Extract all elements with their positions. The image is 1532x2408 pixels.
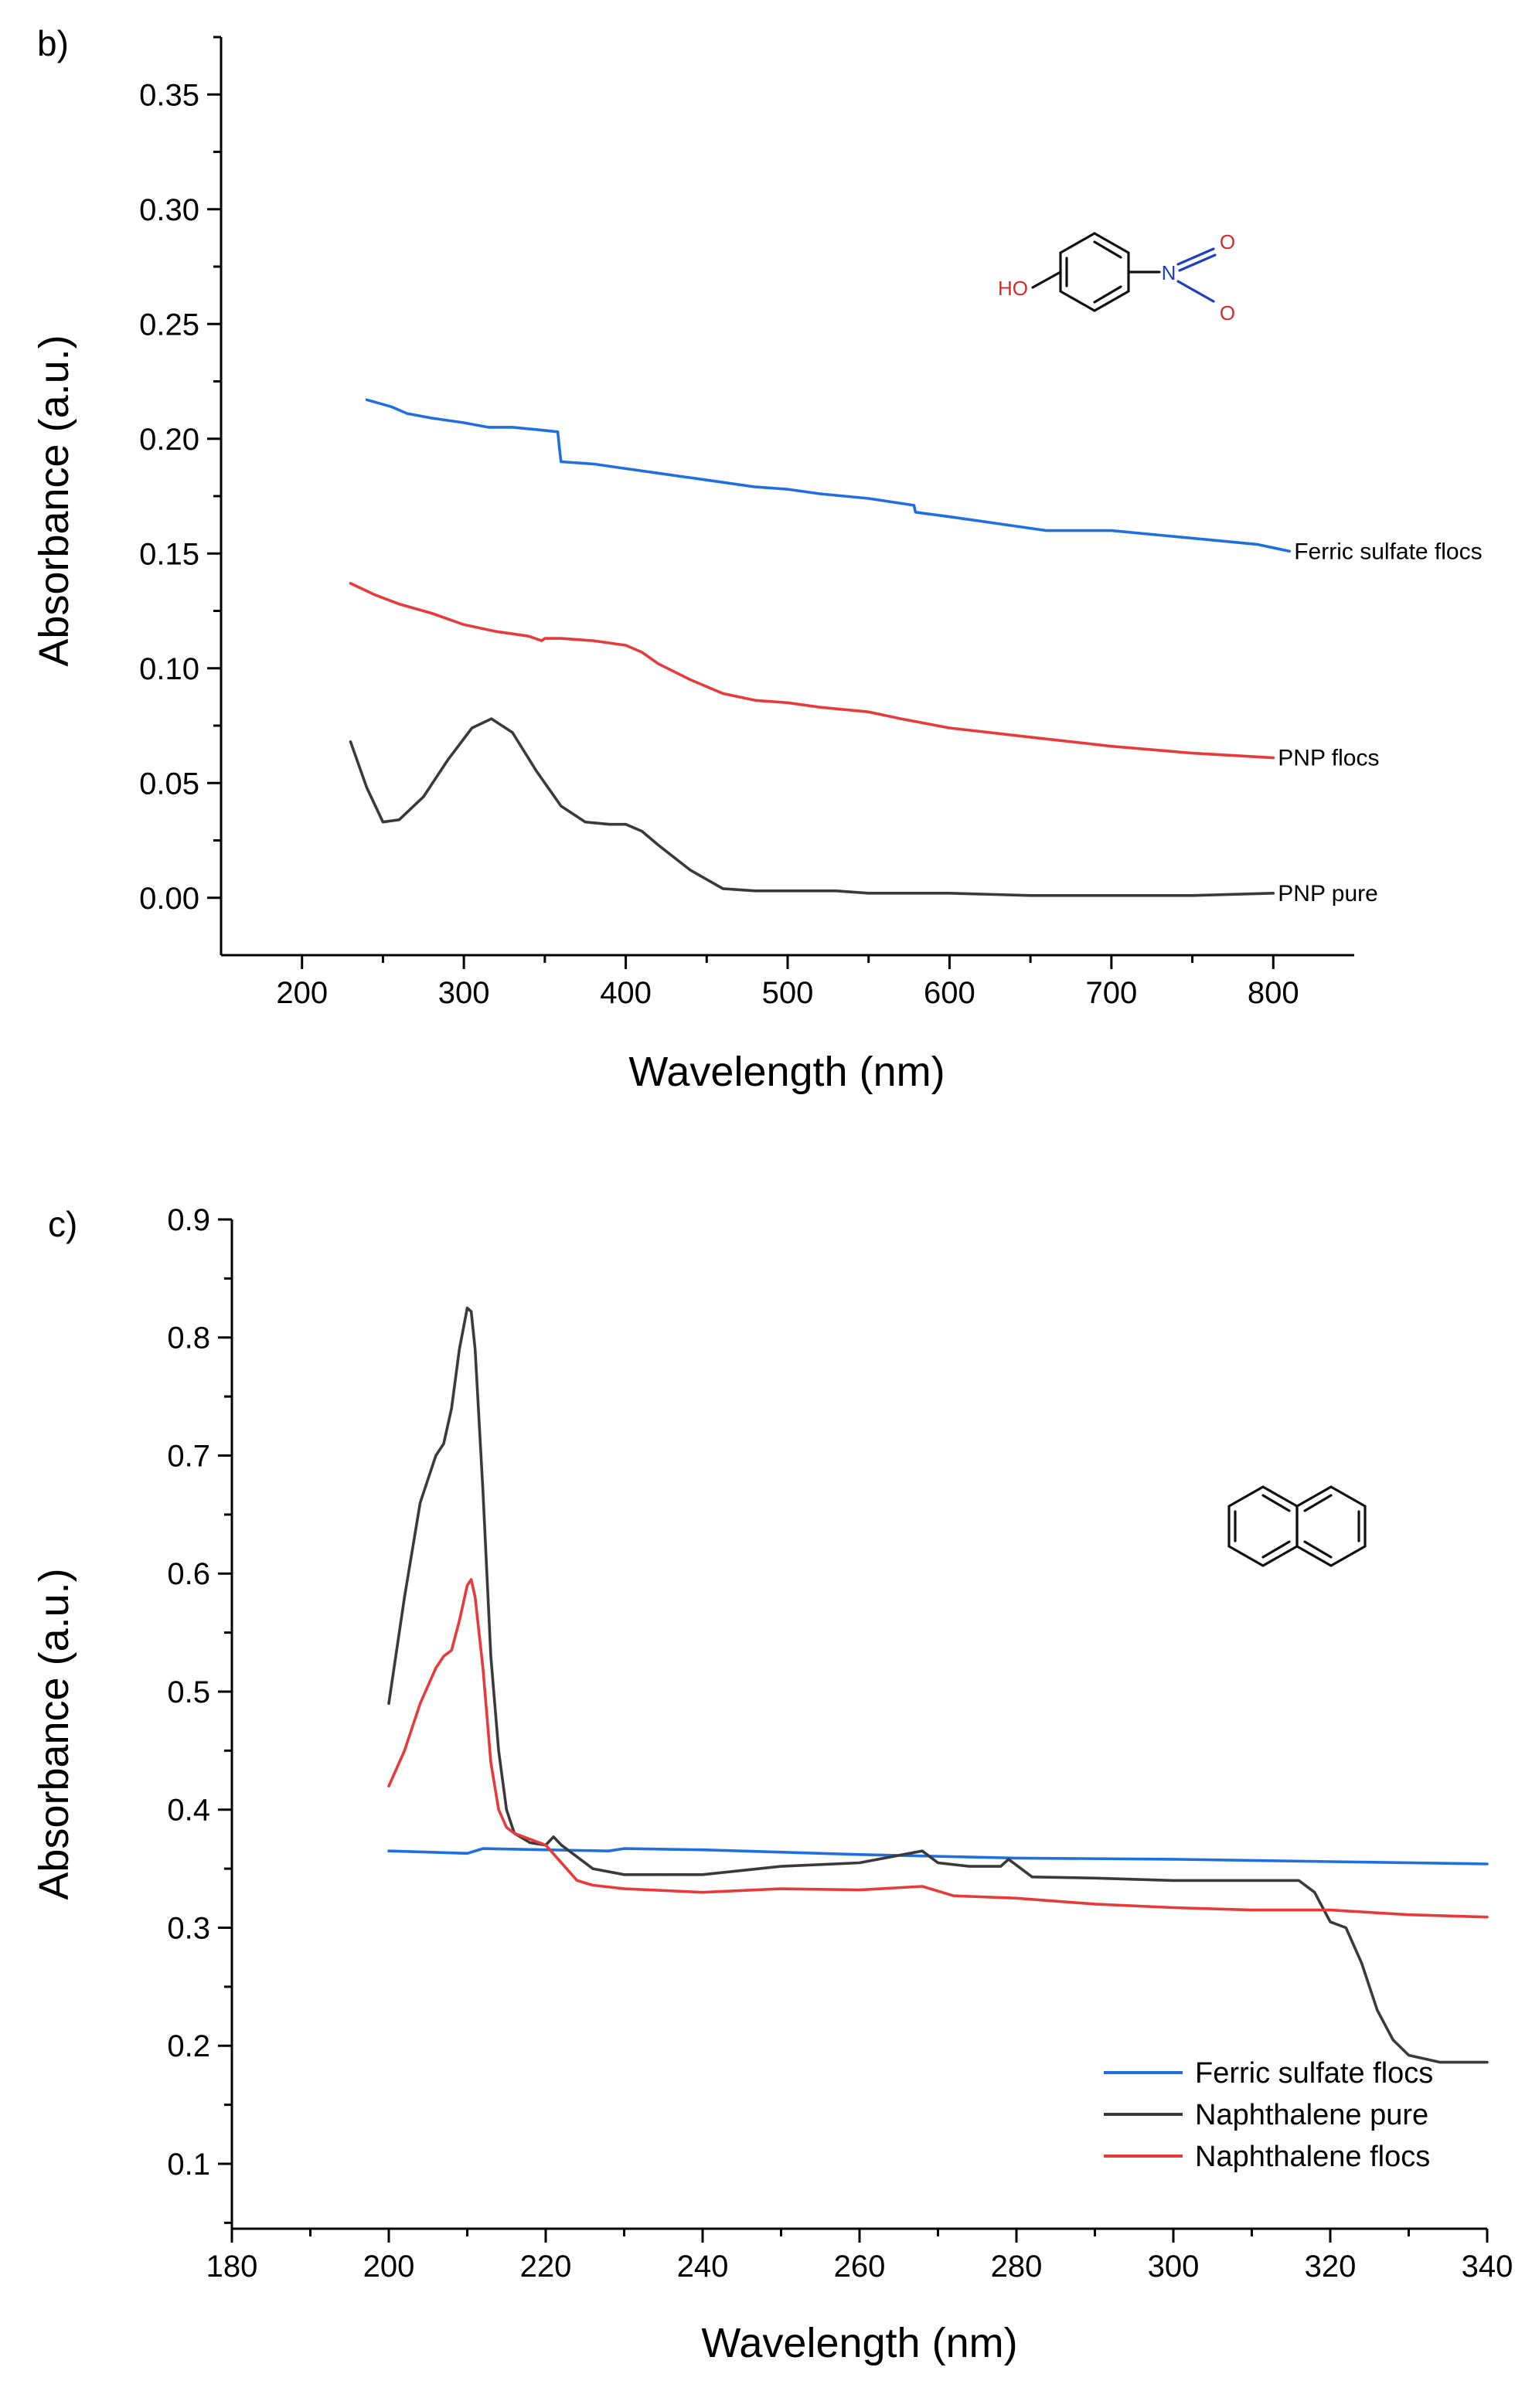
x-tick-label: 300 [438, 976, 490, 1010]
x-tick-label: 400 [600, 976, 652, 1010]
y-tick-label: 0.25 [139, 308, 199, 342]
panel-b-axes: 200 300 400 500 600 700 800 0.00 0.05 0.10 0.15 0.2… [139, 36, 1354, 1010]
panel-c-legend: Ferric sulfate flocs Naphthalene pure Naph… [1104, 2057, 1433, 2173]
y-tick-label: 0.30 [139, 193, 199, 227]
curve-label: PNP flocs [1278, 746, 1379, 771]
curve-label: Ferric sulfate flocs [1294, 539, 1482, 564]
series-line-ferric-sulfate-flocs [387, 1847, 1489, 1866]
panel-c-axes: 180 200 220 240 260 280 300 320 340 0.1 0.2 0.3 0.4 0… [167, 1203, 1513, 2284]
panel-b-x-axis-title: Wavelength (nm) [628, 1049, 945, 1095]
panel-b-curve-labels: Ferric sulfate flocs PNP flocs PNP pure [1278, 539, 1482, 906]
y-tick-label: 0.5 [167, 1675, 210, 1709]
y-tick-label: 0.2 [167, 2029, 210, 2063]
panel-b-letter: b) [37, 23, 69, 63]
panel-c-ticks [218, 1218, 1489, 2243]
x-tick-label: 320 [1305, 2250, 1357, 2284]
y-tick-label: 0.20 [139, 423, 199, 457]
y-tick-label: 0.4 [167, 1794, 210, 1828]
legend-label: Ferric sulfate flocs [1195, 2057, 1433, 2090]
x-tick-label: 300 [1148, 2250, 1200, 2284]
nitro-o-bottom-label: O [1220, 301, 1235, 325]
panel-b-chart: b) 200 300 400 500 600 700 800 0.00 0.05 0.10 0.15… [31, 23, 1483, 1095]
4-nitrophenol-structure-icon: HO N O O [998, 230, 1235, 325]
panel-c-series-group [387, 1306, 1489, 2064]
x-tick-label: 340 [1462, 2250, 1513, 2284]
panel-c-chart: c) 180 200 220 240 260 280 300 320 340 0.1 0.2 0.3 0… [31, 1203, 1513, 2366]
panel-b-y-axis-title: Absorbance (a.u.) [31, 335, 77, 666]
panel-c-tick-labels: 180 200 220 240 260 280 300 320 340 0.1 0.2 0.3 0.4 0… [167, 1203, 1513, 2284]
series-line-naphthalene-pure [387, 1306, 1489, 2064]
x-tick-label: 220 [520, 2250, 572, 2284]
legend-label: Naphthalene pure [1195, 2099, 1428, 2131]
panel-c-y-axis-title: Absorbance (a.u.) [31, 1568, 77, 1900]
curve-label: PNP pure [1278, 881, 1378, 906]
x-tick-label: 200 [276, 976, 328, 1010]
panel-b-tick-labels: 200 300 400 500 600 700 800 0.00 0.05 0.10 0.15 0.2… [139, 78, 1299, 1010]
y-tick-label: 0.3 [167, 1911, 210, 1945]
panel-c-letter: c) [48, 1204, 77, 1244]
x-tick-label: 700 [1085, 976, 1137, 1010]
panel-b-ticks [207, 36, 1275, 969]
y-tick-label: 0.00 [139, 882, 199, 916]
y-tick-label: 0.7 [167, 1439, 210, 1473]
x-tick-label: 280 [991, 2250, 1043, 2284]
panel-b-series-group [349, 398, 1291, 897]
x-tick-label: 240 [677, 2250, 729, 2284]
x-tick-label: 200 [363, 2250, 415, 2284]
naphthalene-structure-icon [1227, 1485, 1367, 1567]
y-tick-label: 0.35 [139, 78, 199, 112]
x-tick-label: 800 [1248, 976, 1299, 1010]
legend-label: Naphthalene flocs [1195, 2141, 1430, 2173]
y-tick-label: 0.8 [167, 1321, 210, 1355]
hydroxyl-label: HO [998, 277, 1028, 300]
x-tick-label: 260 [834, 2250, 886, 2284]
series-line-pnp-flocs [349, 582, 1275, 760]
y-tick-label: 0.15 [139, 537, 199, 571]
x-tick-label: 600 [924, 976, 975, 1010]
panel-c-x-axis-title: Wavelength (nm) [701, 2320, 1017, 2366]
y-tick-label: 0.9 [167, 1203, 210, 1237]
y-tick-label: 0.1 [167, 2148, 210, 2182]
series-line-naphthalene-flocs [387, 1578, 1489, 1919]
series-line-pnp-pure [349, 717, 1275, 897]
y-tick-label: 0.6 [167, 1557, 210, 1591]
nitro-n-label: N [1162, 261, 1176, 284]
y-tick-label: 0.05 [139, 767, 199, 801]
series-line-ferric-sulfate-flocs [365, 398, 1291, 553]
x-tick-label: 180 [206, 2250, 258, 2284]
y-tick-label: 0.10 [139, 652, 199, 686]
nitro-o-top-label: O [1220, 230, 1235, 253]
x-tick-label: 500 [762, 976, 814, 1010]
